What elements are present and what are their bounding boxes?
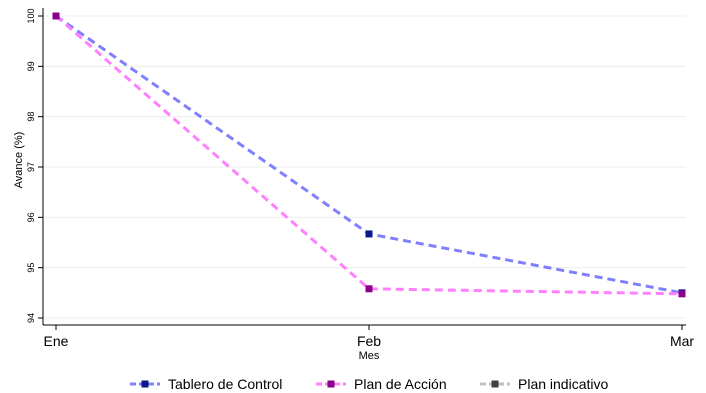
y-tick-label: 99	[26, 61, 36, 71]
x-axis-ticks: Ene Feb Mar	[44, 325, 694, 349]
series-line	[55, 14, 683, 296]
y-tick-label: 94	[26, 313, 36, 323]
legend: Tablero de Control Plan de Acción Plan ind…	[130, 376, 608, 392]
series-1	[52, 12, 686, 297]
y-tick-label: 98	[26, 112, 36, 122]
legend-item: Tablero de Control	[130, 376, 282, 392]
series-layer	[52, 12, 686, 298]
legend-label: Plan indicativo	[518, 376, 608, 392]
series-2	[52, 12, 686, 298]
y-tick-label: 96	[26, 212, 36, 222]
legend-item: Plan indicativo	[480, 376, 608, 392]
y-axis-ticks: 94 95 96 97 98 99 100	[26, 8, 43, 323]
x-tick-label: Mar	[670, 333, 694, 349]
data-point	[678, 290, 686, 298]
data-point	[52, 12, 60, 20]
y-tick-label: 95	[26, 263, 36, 273]
y-tick-label: 100	[26, 8, 36, 23]
x-axis-label: Mes	[359, 350, 380, 362]
series-line	[55, 14, 683, 295]
y-axis-label: Avance (%)	[13, 132, 25, 189]
legend-item: Plan de Acción	[316, 376, 447, 392]
x-tick-label: Ene	[44, 333, 69, 349]
data-point	[365, 230, 373, 238]
legend-label: Plan de Acción	[354, 376, 447, 392]
legend-marker	[491, 380, 499, 388]
y-tick-label: 97	[26, 162, 36, 172]
grid-lines	[43, 15, 686, 319]
x-tick-label: Feb	[357, 333, 381, 349]
legend-marker	[141, 380, 149, 388]
data-point	[365, 285, 373, 293]
legend-label: Tablero de Control	[168, 376, 282, 392]
legend-marker	[327, 380, 335, 388]
